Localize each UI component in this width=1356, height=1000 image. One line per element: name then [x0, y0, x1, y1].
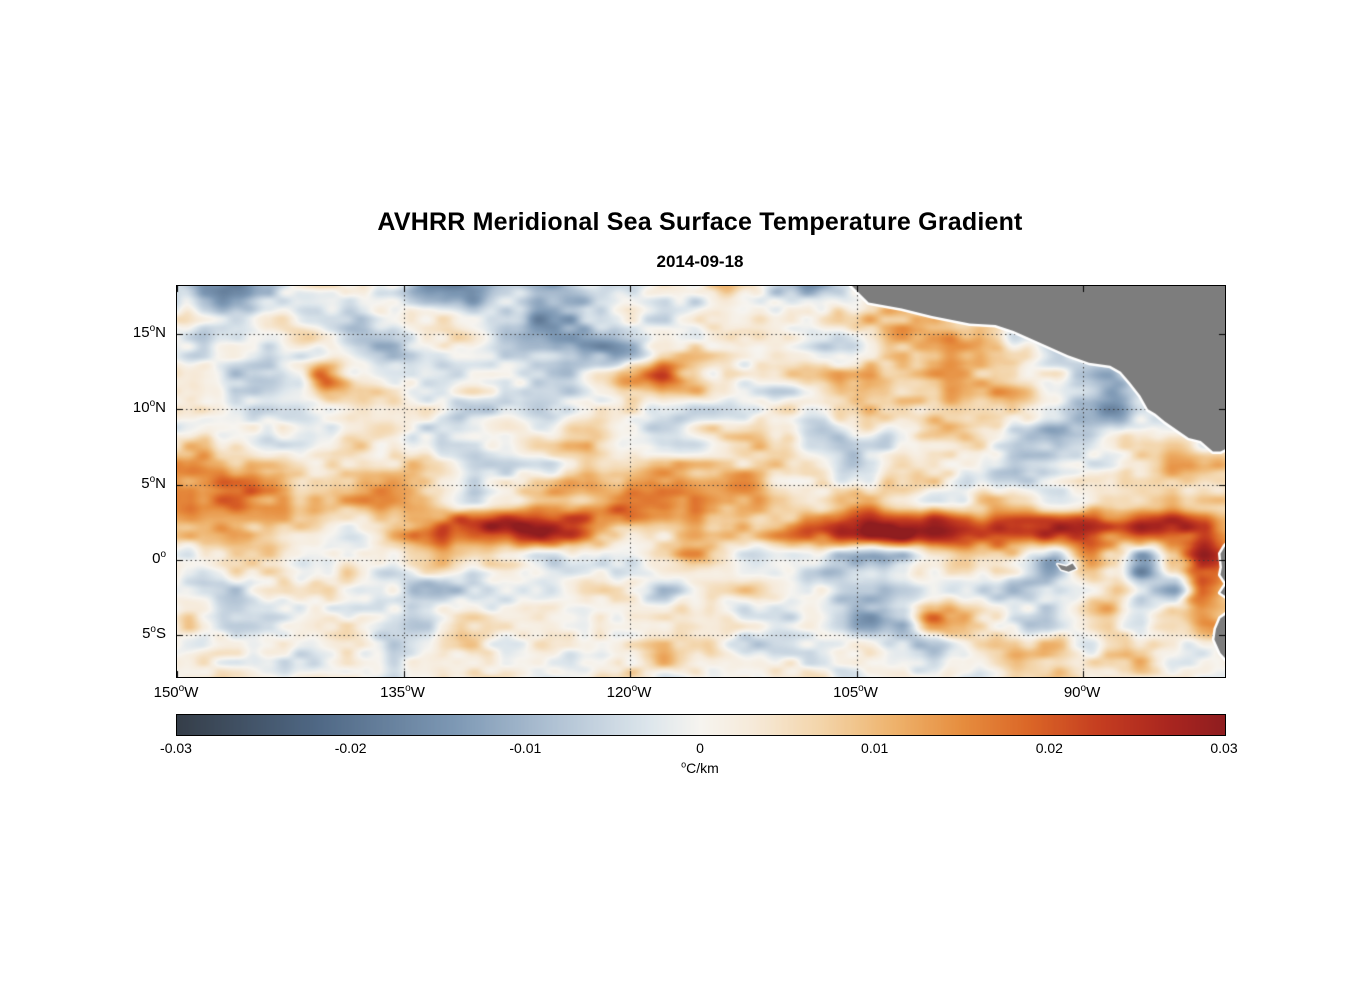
y-tick-label: 0o: [152, 548, 166, 567]
colorbar-tick-label: -0.01: [509, 740, 542, 756]
chart-subtitle: 2014-09-18: [656, 252, 744, 271]
colorbar: [176, 714, 1226, 736]
chart-title: AVHRR Meridional Sea Surface Temperature…: [377, 208, 1023, 236]
colorbar-unit-degree: o: [681, 759, 687, 770]
colorbar-tick-label: -0.02: [334, 740, 367, 756]
colorbar-tick-label: 0.03: [1210, 740, 1238, 756]
y-tick-label: 5oS: [142, 623, 166, 642]
plot-area: [176, 285, 1226, 678]
y-tick-label: 10oN: [132, 398, 166, 417]
colorbar-unit-text: C/km: [686, 760, 719, 776]
y-tick-label: 15oN: [132, 323, 166, 342]
x-tick-label: 105oW: [833, 683, 878, 702]
x-tick-label: 90oW: [1063, 683, 1101, 702]
x-tick-label: 120oW: [606, 683, 652, 702]
colorbar-tick-label: 0: [696, 740, 704, 756]
colorbar-tick-label: -0.03: [160, 740, 192, 756]
x-tick-label: 135oW: [380, 683, 425, 702]
colorbar-tick-label: 0.02: [1035, 740, 1063, 756]
colorbar-tick-label: 0.01: [861, 740, 889, 756]
y-tick-label: 5oN: [141, 473, 166, 492]
heatmap-canvas: [177, 286, 1225, 677]
colorbar-canvas: [177, 715, 1225, 735]
x-tick-label: 150oW: [153, 683, 199, 702]
colorbar-unit-label: oC/km: [176, 760, 1224, 776]
